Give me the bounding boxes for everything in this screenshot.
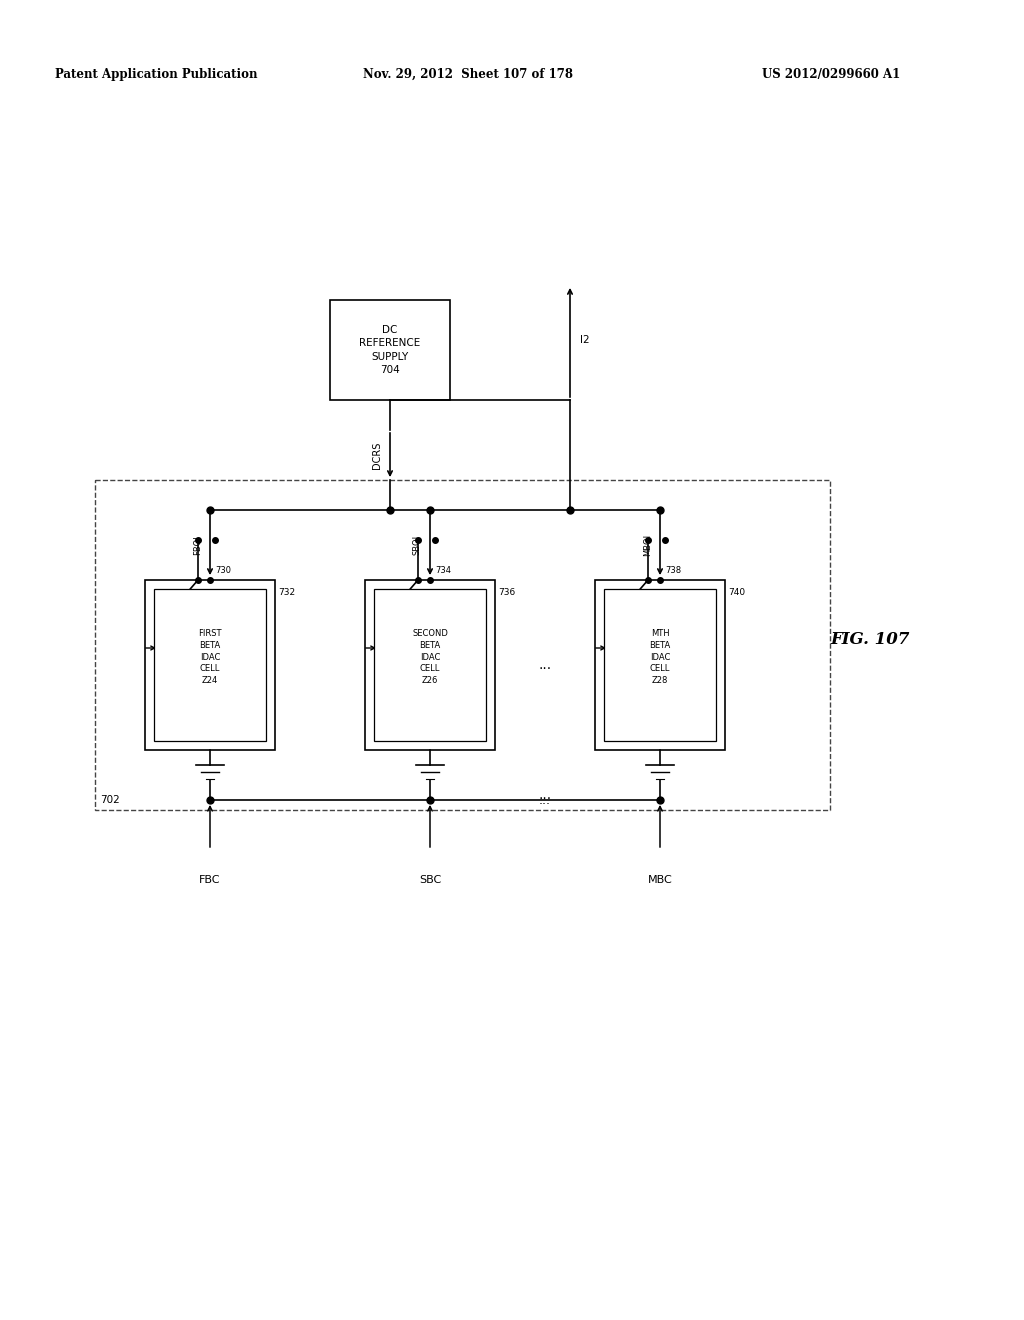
Bar	[95, 480, 830, 810]
Bar	[595, 579, 725, 750]
Text: SBOI: SBOI	[413, 535, 422, 556]
Text: 736: 736	[498, 587, 515, 597]
Text: MTH
BETA
IDAC
CELL
Z28: MTH BETA IDAC CELL Z28	[649, 628, 671, 685]
Text: MBOI: MBOI	[643, 533, 652, 556]
Text: Patent Application Publication: Patent Application Publication	[55, 69, 257, 81]
Text: I2: I2	[580, 335, 590, 345]
Bar	[525, 785, 565, 799]
Text: SBC: SBC	[419, 875, 441, 884]
Text: ...: ...	[539, 788, 552, 803]
Text: DC
REFERENCE
SUPPLY
704: DC REFERENCE SUPPLY 704	[359, 325, 421, 375]
Bar	[330, 300, 450, 400]
Text: FIG. 107: FIG. 107	[830, 631, 909, 648]
Text: 732: 732	[278, 587, 295, 597]
Bar	[374, 589, 486, 741]
Text: 738: 738	[665, 566, 681, 576]
Bar	[145, 579, 275, 750]
Text: 734: 734	[435, 566, 451, 576]
Text: FIRST
BETA
IDAC
CELL
Z24: FIRST BETA IDAC CELL Z24	[199, 628, 222, 685]
Text: Nov. 29, 2012  Sheet 107 of 178: Nov. 29, 2012 Sheet 107 of 178	[362, 69, 573, 81]
Bar	[154, 589, 266, 741]
Bar	[604, 589, 716, 741]
Text: 702: 702	[100, 795, 120, 805]
Text: ...: ...	[539, 657, 552, 672]
Text: FBC: FBC	[200, 875, 221, 884]
Bar	[365, 579, 495, 750]
Text: 730: 730	[215, 566, 231, 576]
Text: SECOND
BETA
IDAC
CELL
Z26: SECOND BETA IDAC CELL Z26	[412, 628, 447, 685]
Text: ...: ...	[539, 793, 551, 807]
Text: US 2012/0299660 A1: US 2012/0299660 A1	[762, 69, 900, 81]
Text: FBOI: FBOI	[193, 535, 202, 554]
Text: DCRS: DCRS	[372, 441, 382, 469]
Text: MBC: MBC	[647, 875, 673, 884]
Text: 740: 740	[728, 587, 745, 597]
